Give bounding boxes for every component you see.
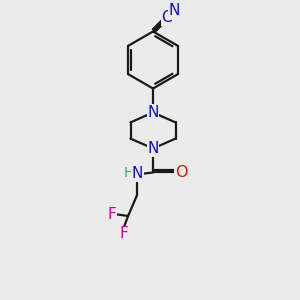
Text: O: O (175, 165, 188, 180)
Text: N: N (147, 141, 159, 156)
Text: H: H (124, 167, 134, 180)
Text: N: N (147, 105, 159, 120)
Text: C: C (161, 10, 172, 25)
Text: N: N (131, 167, 143, 182)
Text: N: N (169, 3, 180, 18)
Text: F: F (119, 226, 128, 242)
Text: F: F (107, 207, 116, 222)
